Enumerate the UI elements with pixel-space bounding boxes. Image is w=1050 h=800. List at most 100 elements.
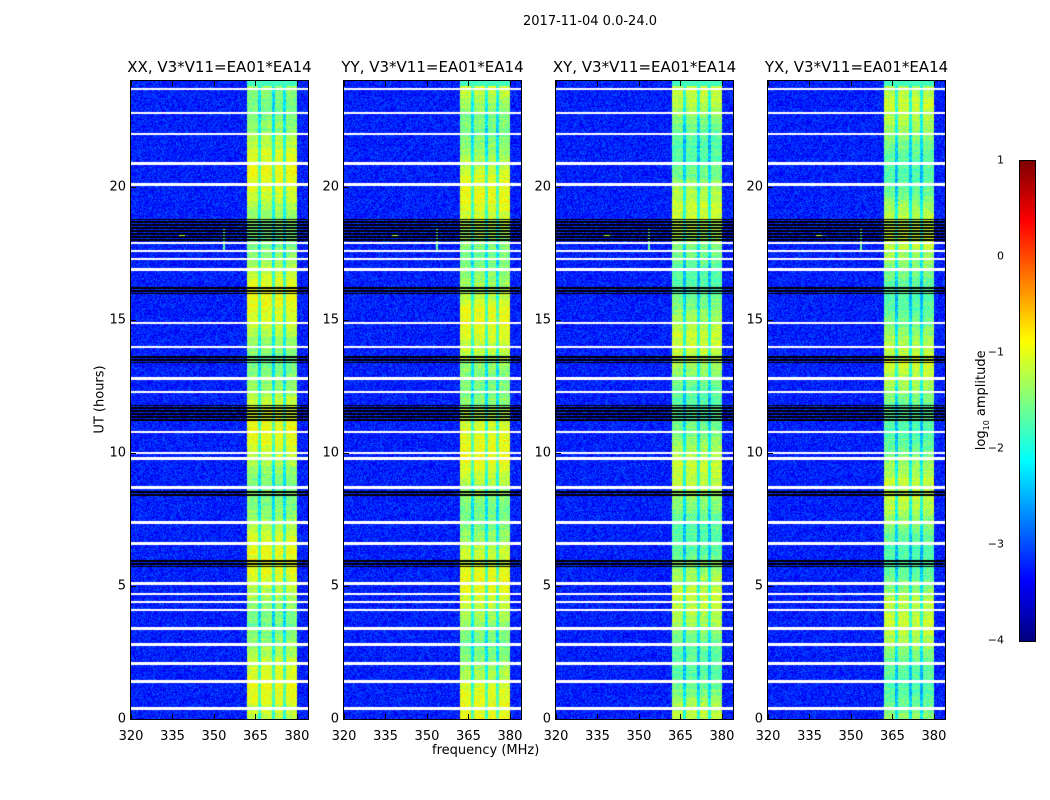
x-tick-mark (768, 714, 769, 719)
y-tick-mark (768, 453, 773, 455)
x-tick-label: 335 (797, 729, 822, 744)
colorbar-label: log10 amplitude (974, 333, 991, 468)
x-tick-label: 350 (414, 729, 440, 744)
x-tick-mark (131, 81, 132, 86)
y-tick-mark (131, 187, 136, 189)
x-tick-label: 320 (331, 729, 357, 744)
panel-3: YX, V3*V11=EA01*EA14 320 335 350 365 380 0 5 10 1… (746, 58, 948, 744)
x-tick-mark (721, 81, 723, 86)
colorbar-label-text: amplitude (974, 350, 990, 421)
y-tick-label: 5 (117, 578, 126, 594)
x-tick-mark (892, 714, 894, 719)
x-tick-mark (213, 81, 215, 86)
x-tick-label: 320 (755, 729, 781, 744)
y-tick-label: 10 (109, 445, 126, 461)
y-tick-mark (768, 719, 773, 720)
x-tick-mark (638, 714, 640, 719)
x-tick-mark (426, 714, 428, 719)
y-tick-mark (556, 719, 561, 720)
y-tick-mark (344, 320, 349, 322)
colorbar-tick-label: −4 (987, 633, 1004, 647)
y-tick-label: 0 (330, 711, 339, 727)
x-tick-mark (509, 714, 511, 719)
x-tick-label: 380 (921, 729, 947, 744)
y-tick-label: 15 (322, 312, 339, 328)
x-tick-mark (172, 81, 174, 86)
waterfall-heatmap (768, 81, 945, 719)
y-tick-label: 5 (754, 578, 763, 594)
y-tick-label: 0 (542, 711, 551, 727)
x-tick-mark (385, 714, 387, 719)
x-tick-mark (213, 714, 215, 719)
x-tick-label: 350 (626, 729, 652, 744)
x-tick-mark (468, 81, 470, 86)
x-tick-label: 365 (456, 729, 481, 744)
panel-title: YY, V3*V11=EA01*EA14 (341, 58, 524, 76)
y-tick-mark (556, 320, 561, 322)
y-tick-label: 15 (109, 312, 126, 328)
colorbar-gradient (1020, 161, 1035, 641)
x-tick-mark (296, 714, 298, 719)
x-tick-mark (809, 81, 811, 86)
x-tick-label: 350 (838, 729, 864, 744)
y-tick-label: 0 (117, 711, 126, 727)
x-tick-label: 365 (880, 729, 905, 744)
panel-title: XY, V3*V11=EA01*EA14 (552, 58, 737, 76)
x-tick-mark (296, 81, 298, 86)
y-tick-mark (344, 586, 349, 588)
x-tick-mark (426, 81, 428, 86)
x-axis-label: frequency (MHz) (432, 743, 540, 758)
x-tick-mark (509, 81, 511, 86)
x-tick-label: 320 (118, 729, 144, 744)
colorbar-label-sub: 10 (981, 420, 991, 431)
x-tick-mark (344, 81, 345, 86)
x-tick-mark (680, 81, 682, 86)
y-tick-label: 5 (330, 578, 339, 594)
y-tick-mark (768, 187, 773, 189)
x-tick-mark (468, 714, 470, 719)
x-tick-mark (131, 714, 132, 719)
y-tick-label: 20 (109, 179, 126, 195)
colorbar-label-log: log (974, 430, 990, 451)
y-tick-label: 0 (754, 711, 763, 727)
x-tick-mark (255, 714, 257, 719)
waterfall-heatmap (556, 81, 733, 719)
colorbar-tick-label: −1 (987, 345, 1004, 359)
panel-title: XX, V3*V11=EA01*EA14 (127, 58, 312, 76)
x-tick-label: 365 (668, 729, 693, 744)
x-tick-mark (933, 714, 935, 719)
x-tick-mark (892, 81, 894, 86)
y-tick-label: 20 (534, 179, 551, 195)
x-tick-mark (721, 714, 723, 719)
y-tick-mark (131, 586, 136, 588)
colorbar (1019, 160, 1036, 642)
colorbar-tick-label: 0 (997, 249, 1004, 263)
colorbar-tick-label: 1 (997, 153, 1004, 167)
x-tick-mark (556, 714, 557, 719)
x-tick-mark (597, 81, 599, 86)
x-tick-mark (768, 81, 769, 86)
x-tick-mark (385, 81, 387, 86)
waterfall-heatmap (344, 81, 521, 719)
y-tick-mark (768, 586, 773, 588)
y-tick-label: 10 (322, 445, 339, 461)
x-tick-mark (344, 714, 345, 719)
x-tick-mark (933, 81, 935, 86)
y-tick-mark (556, 187, 561, 189)
y-tick-mark (344, 187, 349, 189)
x-tick-mark (172, 714, 174, 719)
y-tick-label: 10 (534, 445, 551, 461)
x-tick-mark (638, 81, 640, 86)
x-tick-label: 335 (585, 729, 610, 744)
x-tick-label: 380 (284, 729, 310, 744)
y-tick-mark (556, 586, 561, 588)
x-tick-label: 350 (201, 729, 227, 744)
colorbar-tick-label: −2 (987, 441, 1004, 455)
y-tick-mark (556, 453, 561, 455)
x-tick-mark (597, 714, 599, 719)
y-tick-mark (344, 719, 349, 720)
y-tick-label: 10 (746, 445, 763, 461)
y-tick-label: 15 (534, 312, 551, 328)
x-tick-mark (809, 714, 811, 719)
